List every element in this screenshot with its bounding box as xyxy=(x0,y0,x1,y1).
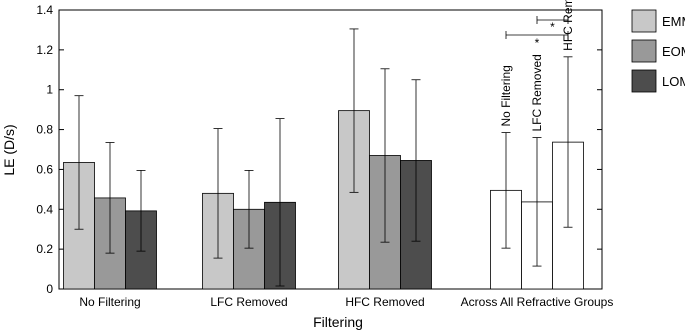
significance-star-1: * xyxy=(535,36,540,50)
y-tick-label: 0.6 xyxy=(36,162,53,176)
significance-star-2: * xyxy=(550,20,555,34)
x-axis-label: Filtering xyxy=(313,314,363,330)
y-tick-label: 1.2 xyxy=(36,43,53,57)
x-tick-label-2: LFC Removed xyxy=(210,295,287,309)
y-tick-label: 1.4 xyxy=(36,3,53,17)
y-tick-label: 1 xyxy=(46,83,53,97)
plot-area: 0 0.2 0.4 0.6 0.8 1 1.2 1.4 No Filtering LFC Remo… xyxy=(36,0,613,309)
legend-swatch-emm xyxy=(631,9,657,33)
y-tick-label: 0.4 xyxy=(36,202,53,216)
legend: EMM EOM LOM xyxy=(631,9,685,93)
legend-label-emm: EMM xyxy=(662,14,685,29)
legend-swatch-lom xyxy=(631,69,657,93)
combined-bar-label-1: No Filtering xyxy=(499,65,513,126)
x-tick-label-1: No Filtering xyxy=(79,295,140,309)
y-tick-label: 0.8 xyxy=(36,123,53,137)
combined-bar-label-2: LFC Removed xyxy=(530,54,544,131)
combined-bar-label-3: HFC Removed xyxy=(561,0,575,51)
x-tick-label-4: Across All Refractive Groups xyxy=(461,295,614,309)
y-axis-label: LE (D/s) xyxy=(1,124,17,175)
y-tick-label: 0 xyxy=(46,282,53,296)
plot-frame xyxy=(58,9,603,290)
x-tick-label-3: HFC Removed xyxy=(345,295,424,309)
y-tick-label: 0.2 xyxy=(36,242,53,256)
legend-label-eom: EOM xyxy=(662,44,685,59)
legend-swatch-eom xyxy=(631,39,657,63)
legend-label-lom: LOM xyxy=(662,74,685,89)
